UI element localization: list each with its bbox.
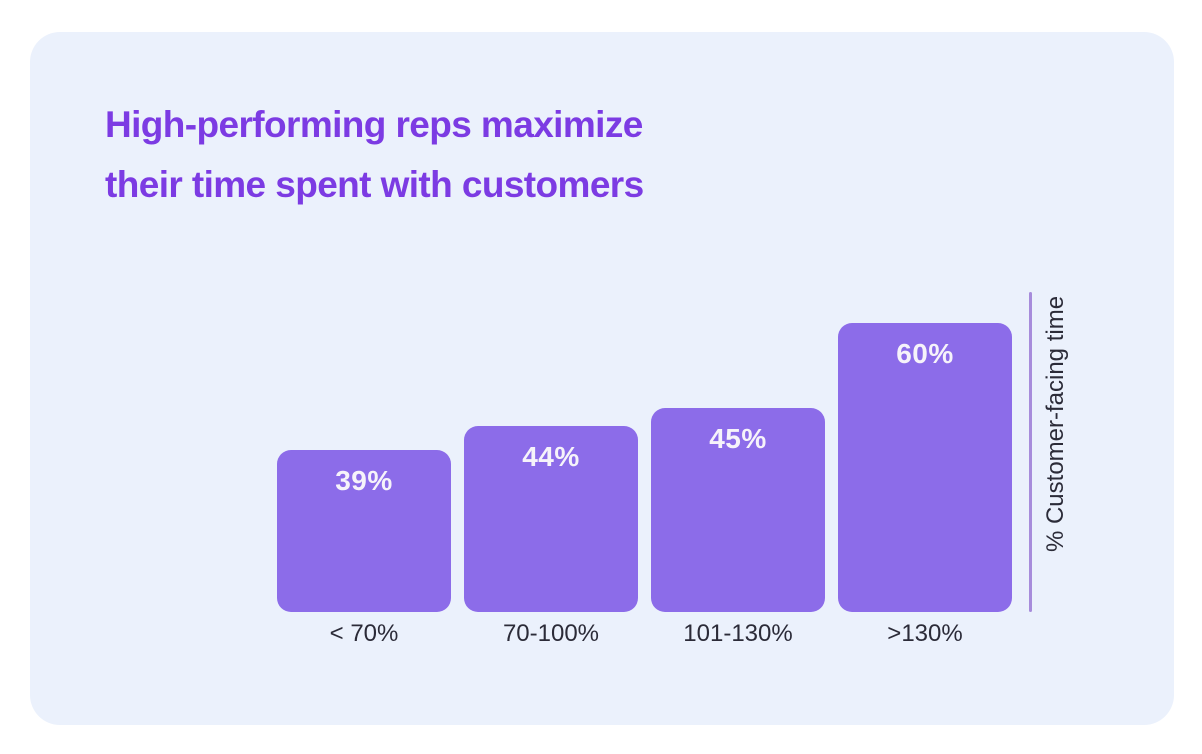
y-axis-line <box>1029 292 1032 612</box>
bar-over-130: 60% <box>838 323 1012 612</box>
x-label-over-130: >130% <box>887 620 963 647</box>
bar-101-130: 45% <box>651 408 825 612</box>
x-label-70-100: 70-100% <box>502 620 600 647</box>
chart-title-line1: High-performing reps maximize <box>105 104 643 145</box>
x-label-101-130: 101-130% <box>683 620 793 647</box>
bar-value-70-100: 44% <box>522 441 580 472</box>
bar-value-under-70: 39% <box>335 465 393 496</box>
chart-card: High-performing reps maximize their time… <box>30 32 1174 725</box>
bar-under-70: 39% <box>277 450 451 612</box>
bar-value-101-130: 45% <box>709 423 767 454</box>
bar-value-over-130: 60% <box>896 338 954 369</box>
chart-title: High-performing reps maximize their time… <box>105 95 644 215</box>
chart-title-line2: their time spent with customers <box>105 164 644 205</box>
bar-70-100: 44% <box>464 426 638 612</box>
x-axis-labels: < 70% 70-100% 101-130% >130% <box>277 620 1012 648</box>
bar-chart: 39% 44% 45% 60% < 70% 70-100% 101-130% >… <box>30 32 1174 725</box>
x-label-under-70: < 70% <box>329 620 399 647</box>
y-axis-label: % Customer-facing time <box>1042 295 1069 553</box>
bars-group: 39% 44% 45% 60% <box>277 323 1012 612</box>
